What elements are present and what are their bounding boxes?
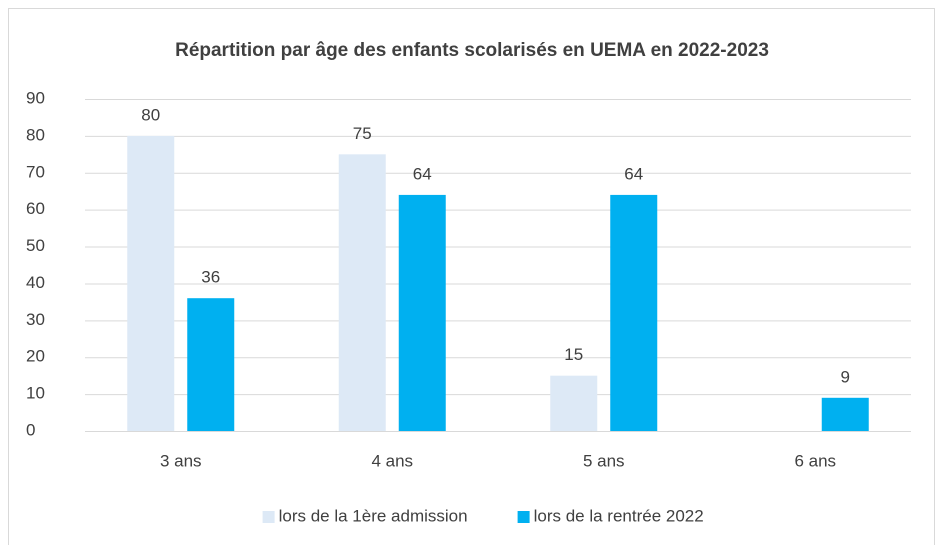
y-tick-label: 90 xyxy=(26,88,45,107)
bar xyxy=(398,194,446,431)
x-tick-label: 4 ans xyxy=(371,451,413,470)
x-tick-label: 6 ans xyxy=(794,451,836,470)
bar xyxy=(821,397,869,431)
y-tick-label: 60 xyxy=(26,199,45,218)
bar xyxy=(610,194,658,431)
data-label: 75 xyxy=(353,124,372,143)
y-tick-label: 40 xyxy=(26,273,45,292)
y-tick-label: 70 xyxy=(26,162,45,181)
bar xyxy=(550,375,598,431)
bar xyxy=(338,154,386,432)
y-tick-label: 80 xyxy=(26,125,45,144)
y-tick-label: 50 xyxy=(26,236,45,255)
legend-label: lors de la rentrée 2022 xyxy=(534,506,704,525)
data-label: 9 xyxy=(841,367,850,386)
y-tick-label: 20 xyxy=(26,347,45,366)
y-tick-label: 0 xyxy=(26,420,35,439)
bar xyxy=(187,298,235,431)
y-tick-label: 30 xyxy=(26,310,45,329)
legend-swatch xyxy=(517,511,530,523)
data-label: 64 xyxy=(413,164,432,183)
data-label: 36 xyxy=(201,268,220,287)
data-label: 15 xyxy=(564,345,583,364)
y-tick-label: 10 xyxy=(26,384,45,403)
data-label: 64 xyxy=(624,164,643,183)
legend-swatch xyxy=(262,511,275,523)
x-tick-label: 3 ans xyxy=(160,451,202,470)
legend-label: lors de la 1ère admission xyxy=(279,506,468,525)
data-label: 80 xyxy=(141,105,160,124)
bar xyxy=(127,135,175,431)
x-tick-label: 5 ans xyxy=(583,451,625,470)
chart-title: Répartition par âge des enfants scolaris… xyxy=(175,40,769,61)
